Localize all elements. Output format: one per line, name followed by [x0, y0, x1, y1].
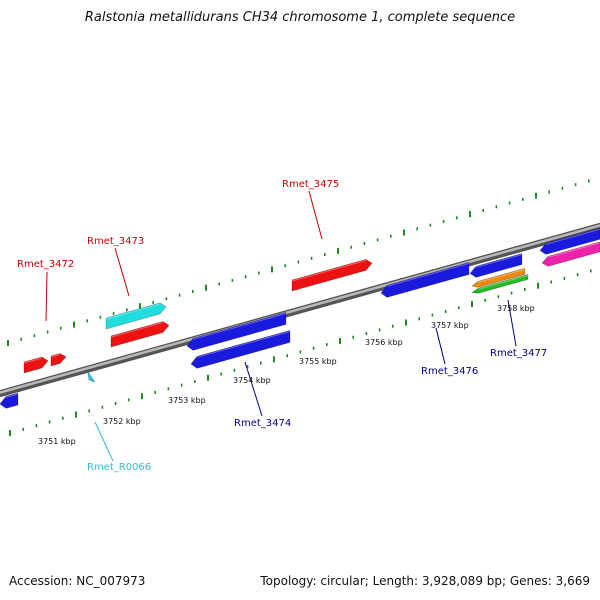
gene-label-Rmet_3477[interactable]: Rmet_3477	[490, 348, 547, 359]
rna-feature-Rmet_R0066[interactable]	[87, 371, 96, 383]
tick-rulers	[7, 179, 592, 436]
gene-highlight	[547, 242, 600, 258]
gene-feature-Rmet_3478[interactable]	[541, 241, 600, 267]
gene-feature-Rmet_3477o[interactable]	[471, 267, 526, 288]
leader-lines	[45, 190, 517, 462]
gene-highlight	[291, 259, 367, 282]
accession-text: Accession: NC_007973	[9, 574, 146, 588]
gene-highlight	[475, 254, 523, 268]
chromosome-backbone	[0, 222, 600, 398]
gene-feature-Rmet_3473[interactable]	[110, 321, 170, 348]
gene-feature-Rmet_3479[interactable]	[539, 227, 600, 255]
kbp-label: 3752 kbp	[103, 417, 141, 426]
gene-label-Rmet_3474[interactable]: Rmet_3474	[234, 418, 291, 429]
kbp-label: 3754 kbp	[233, 376, 271, 385]
kbp-label: 3755 kbp	[299, 357, 337, 366]
gene-feature-Rmet_3476[interactable]	[380, 262, 470, 298]
gene-feature-Rmet_3477[interactable]	[469, 253, 523, 278]
gene-highlight	[50, 354, 61, 358]
kbp-label: 3751 kbp	[38, 437, 76, 446]
gene-feature-Rmet_3472b[interactable]	[50, 353, 67, 367]
gene-highlight	[196, 330, 291, 358]
gene-highlight	[192, 312, 287, 340]
kbp-label: 3756 kbp	[365, 338, 403, 347]
gene-feature-Rmet_3471[interactable]	[0, 392, 19, 409]
gene-label-Rmet_R0066[interactable]: Rmet_R0066	[87, 462, 151, 473]
gene-feature-Rmet_3473c[interactable]	[105, 302, 167, 330]
gene-highlight	[545, 228, 600, 245]
gene-highlight	[477, 274, 529, 290]
gene-highlight	[110, 322, 164, 338]
gene-highlight	[386, 262, 470, 287]
gene-highlight	[5, 393, 19, 398]
gene-feature-Rmet_3474b[interactable]	[190, 329, 291, 369]
gene-highlight	[105, 303, 161, 320]
genome-summary-text: Topology: circular; Length: 3,928,089 bp…	[260, 574, 590, 588]
gene-highlight	[23, 357, 43, 364]
gene-highlight	[477, 268, 526, 283]
kbp-label: 3758 kbp	[497, 304, 535, 313]
gene-label-Rmet_3475[interactable]: Rmet_3475	[282, 179, 339, 190]
gene-label-Rmet_3472[interactable]: Rmet_3472	[17, 259, 74, 270]
gene-label-Rmet_3473[interactable]: Rmet_3473	[87, 236, 144, 247]
gene-features[interactable]	[0, 227, 600, 409]
gene-feature-Rmet_3475[interactable]	[291, 259, 373, 292]
gene-feature-Rmet_3472a[interactable]	[23, 356, 49, 374]
gene-label-Rmet_3476[interactable]: Rmet_3476	[421, 366, 478, 377]
kbp-label: 3757 kbp	[431, 321, 469, 330]
gene-feature-Rmet_3474a[interactable]	[186, 311, 287, 351]
gene-feature-Rmet_3477g[interactable]	[471, 273, 529, 294]
map-title: Ralstonia metallidurans CH34 chromosome …	[84, 10, 516, 25]
kbp-label: 3753 kbp	[168, 396, 206, 405]
